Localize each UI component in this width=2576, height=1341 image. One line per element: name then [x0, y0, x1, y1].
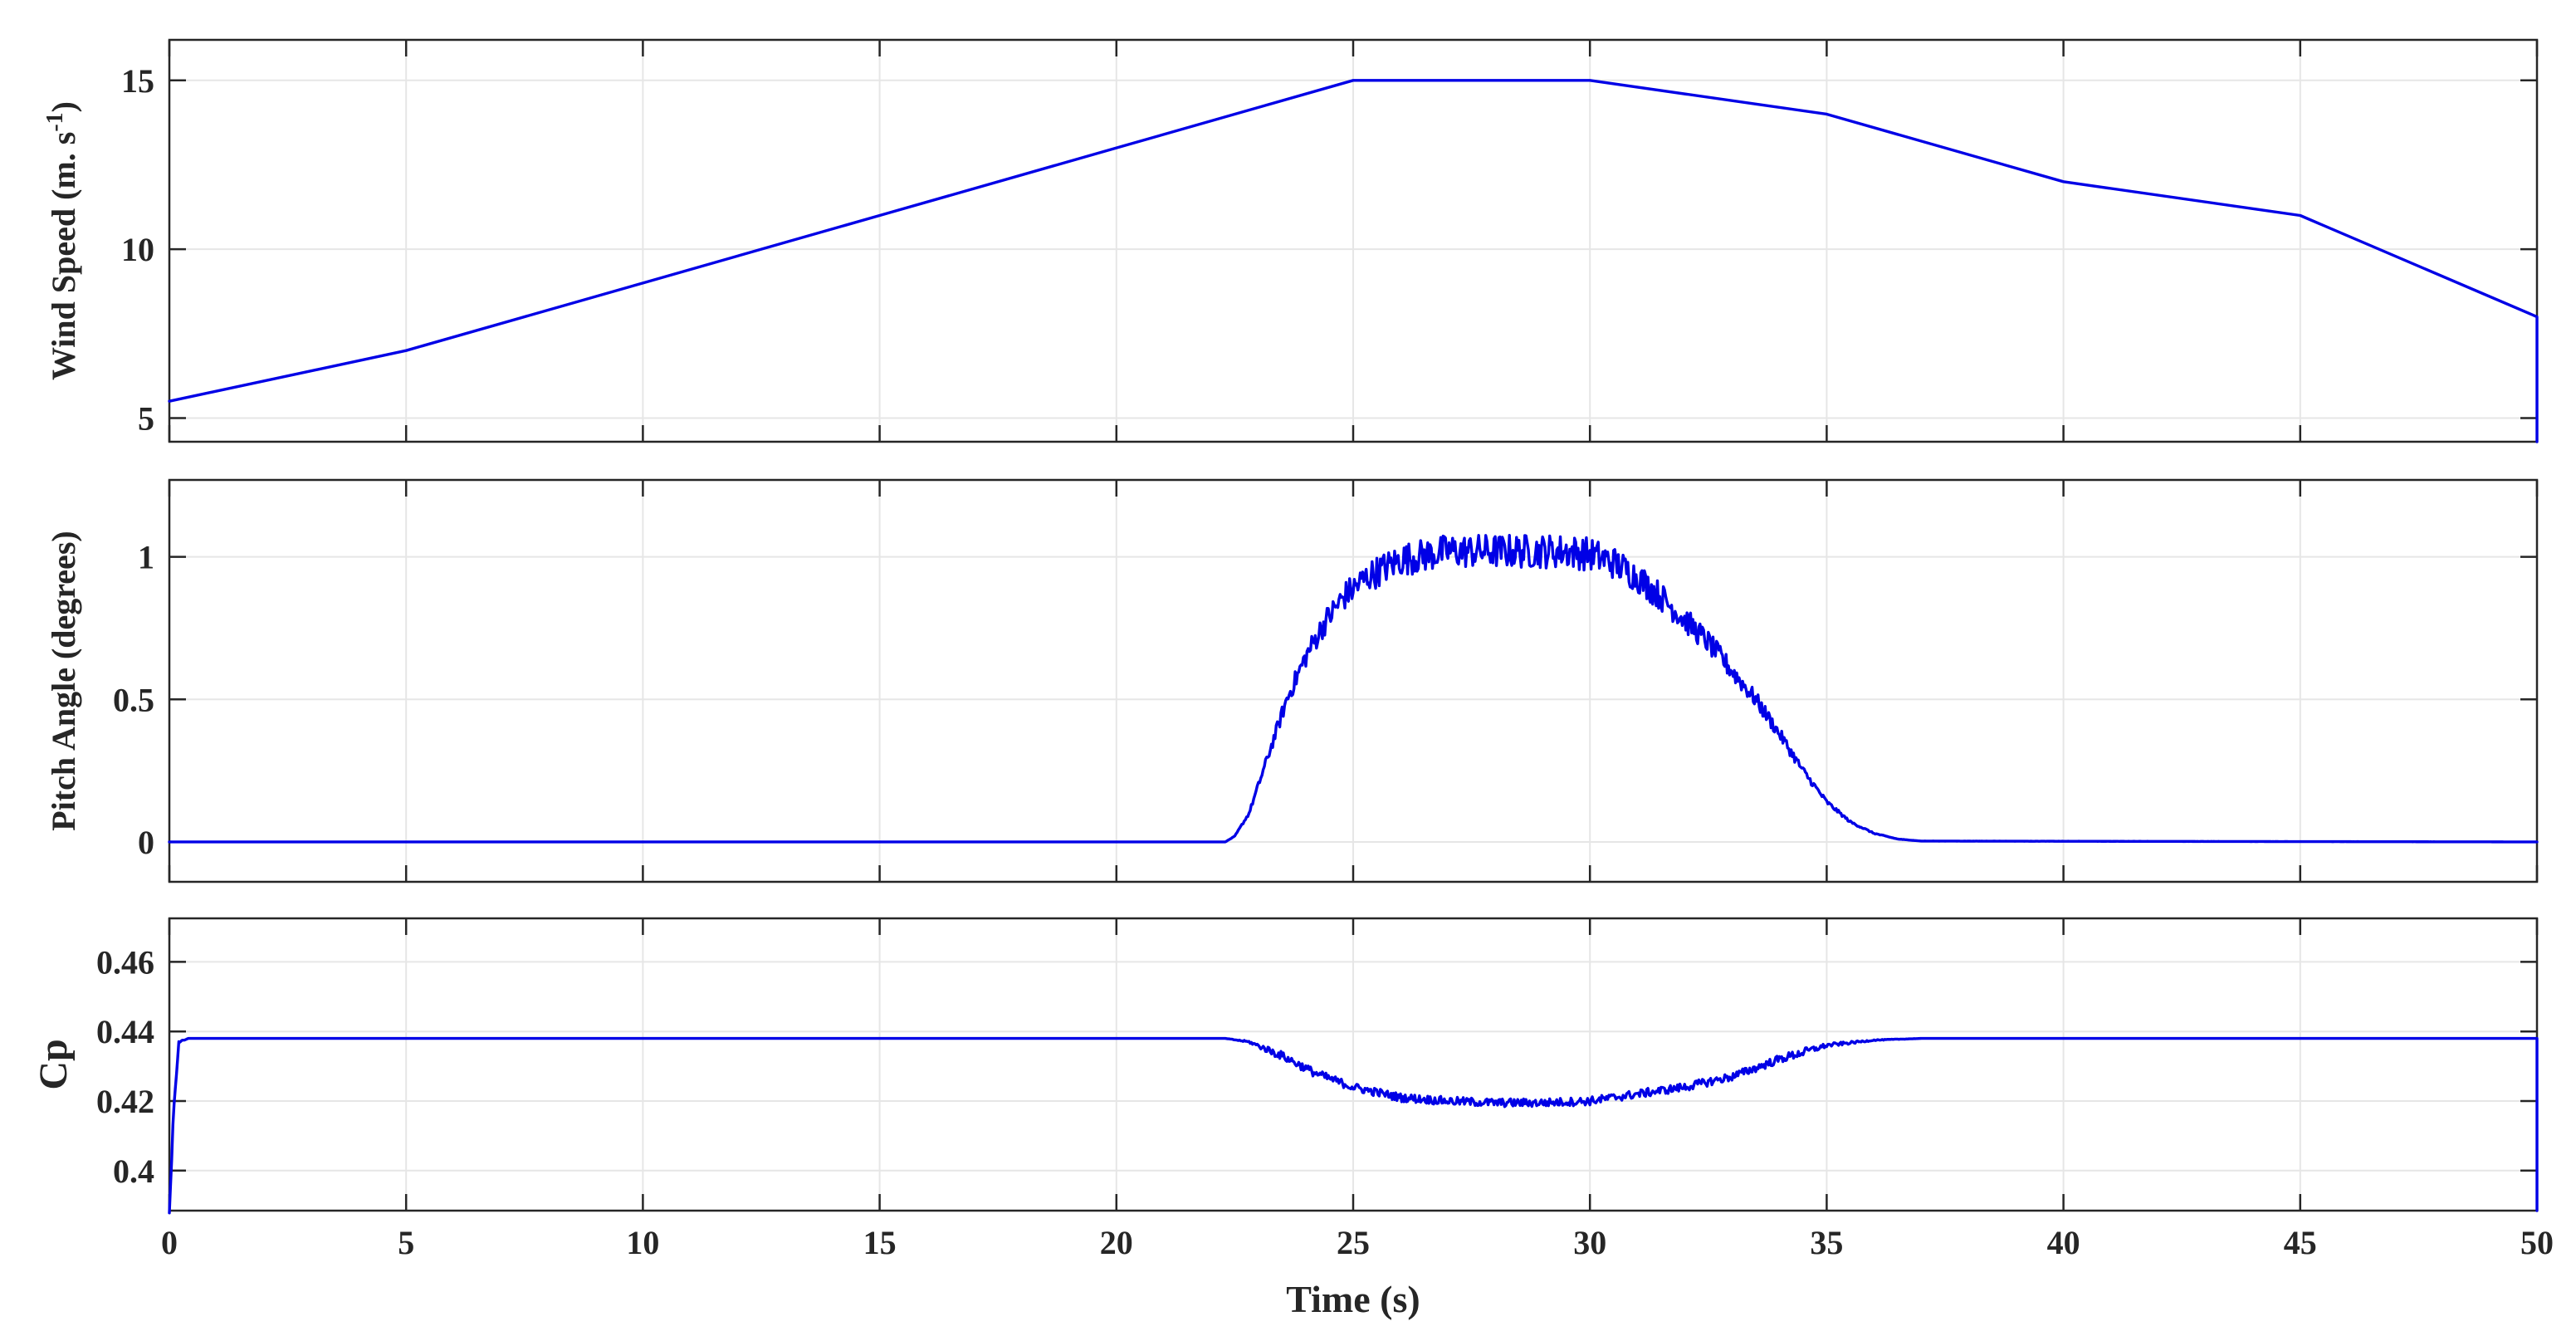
x-tick-label: 40 — [2047, 1224, 2080, 1261]
cp-y-tick-label: 0.46 — [96, 943, 154, 981]
wind-speed-series-line — [168, 79, 2539, 443]
x-tick-label: 5 — [398, 1224, 414, 1261]
pitch-angle-y-tick-label: 0 — [138, 824, 154, 861]
cp-y-tick-label: 0.4 — [113, 1153, 154, 1190]
x-tick-label: 50 — [2520, 1224, 2554, 1261]
wind-speed-y-tick-label: 5 — [138, 400, 154, 438]
x-tick-label: 45 — [2284, 1224, 2317, 1261]
x-tick-label: 20 — [1100, 1224, 1133, 1261]
x-axis-label: Time (s) — [1286, 1278, 1420, 1320]
pitch-angle-y-tick-label: 0.5 — [113, 681, 154, 718]
cp-y-tick-label: 0.44 — [96, 1013, 154, 1050]
wind-speed-plot: 5 10 15 Wind Speed (m. s-1) — [42, 38, 2539, 443]
pitch-angle-y-tick-labels: 00.51 — [113, 539, 154, 861]
x-tick-label: 25 — [1337, 1224, 1370, 1261]
cp-x-tick-labels: 0 5 10 15 20 25 30 35 40 45 50 — [161, 1224, 2554, 1261]
cp-plot: 0.40.420.440.46 0 5 10 15 20 25 30 35 40 45 50 Cp … — [32, 917, 2554, 1320]
wind-speed-y-tick-labels: 5 10 15 — [121, 62, 154, 438]
wind-speed-ticks — [168, 40, 2539, 442]
x-tick-label: 35 — [1810, 1224, 1843, 1261]
pitch-angle-plot: 00.51 Pitch Angle (degrees) — [45, 478, 2539, 883]
wind-speed-y-tick-label: 10 — [121, 231, 154, 268]
x-tick-label: 15 — [863, 1224, 897, 1261]
cp-y-tick-labels: 0.4 0.42 0.44 0.46 — [96, 943, 154, 1189]
pitch-angle-y-axis-label: Pitch Angle (degrees) — [45, 531, 82, 830]
cp-grid — [169, 918, 2537, 1211]
x-tick-label: 30 — [1573, 1224, 1606, 1261]
cp-y-axis-label: Cp — [32, 1039, 76, 1089]
pitch-angle-y-tick-label: 1 — [138, 539, 154, 576]
cp-y-tick-label: 0.42 — [96, 1083, 154, 1120]
wind-speed-y-tick-label: 15 — [121, 62, 154, 100]
wind-speed-y-axis-label: Wind Speed (m. s-1) — [42, 101, 83, 380]
cp-series-line — [168, 1036, 2539, 1215]
x-tick-label: 10 — [626, 1224, 659, 1261]
pitch-angle-series-line — [168, 533, 2539, 844]
x-tick-label: 0 — [161, 1224, 178, 1261]
wind-speed-grid — [169, 40, 2537, 442]
cp-ticks — [168, 918, 2539, 1211]
